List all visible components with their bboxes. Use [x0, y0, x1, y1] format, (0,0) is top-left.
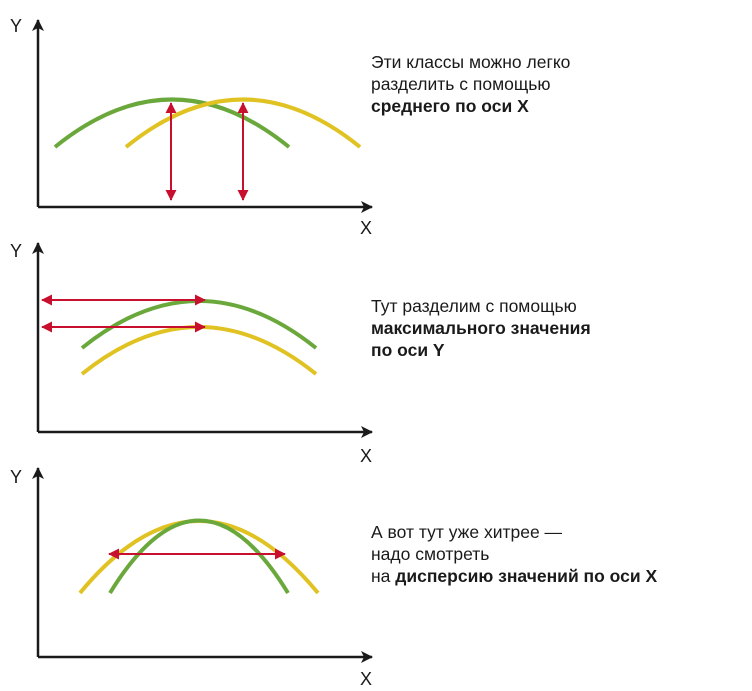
panel-1-green-curve: [53, 97, 291, 149]
caption-bold: максимального значения: [371, 318, 591, 338]
panel-1-caption-line-3: среднего по оси X: [371, 95, 570, 117]
caption-plain: Эти классы можно легко: [371, 52, 571, 72]
panel-2-y-label: Y: [10, 241, 22, 261]
panel-1-y-label: Y: [10, 16, 22, 36]
caption-bold: среднего по оси X: [371, 96, 529, 116]
panel-2-green-curve: [80, 299, 318, 350]
panel-2-caption-line-3: по оси Y: [371, 339, 591, 361]
panel-3-caption-line-1: А вот тут уже хитрее —: [371, 521, 657, 543]
caption-plain: Тут разделим с помощью: [371, 296, 577, 316]
panel-3-y-label: Y: [10, 467, 22, 487]
caption-plain: надо смотреть: [371, 544, 490, 564]
panel-3-x-label: X: [360, 669, 372, 689]
panel-2-caption-line-1: Тут разделим с помощью: [371, 295, 591, 317]
panel-1-x-label: X: [360, 218, 372, 238]
panel-2-caption: Тут разделим с помощью максимального зна…: [371, 295, 591, 361]
panel-3-green-curve: [108, 518, 290, 595]
panel-3: Y X: [10, 467, 373, 689]
caption-bold: по оси Y: [371, 340, 445, 360]
panel-1-yellow-curve: [124, 97, 362, 149]
caption-bold: дисперсию значений по оси X: [395, 566, 658, 586]
panel-1-caption-line-2: разделить с помощью: [371, 73, 570, 95]
panel-1-caption: Эти классы можно легко разделить с помощ…: [371, 51, 570, 117]
panel-2-caption-line-2: максимального значения: [371, 317, 591, 339]
caption-plain: А вот тут уже хитрее —: [371, 522, 563, 542]
panel-3-caption: А вот тут уже хитрее — надо смотреть на …: [371, 521, 657, 587]
caption-plain: на: [371, 566, 396, 586]
panel-3-caption-line-3: на дисперсию значений по оси X: [371, 565, 657, 587]
panel-1-caption-line-1: Эти классы можно легко: [371, 51, 570, 73]
panel-2-yellow-curve: [80, 325, 318, 376]
panel-3-caption-line-2: надо смотреть: [371, 543, 657, 565]
panel-2: Y X: [10, 241, 373, 466]
caption-plain: разделить с помощью: [371, 74, 551, 94]
panel-2-x-label: X: [360, 446, 372, 466]
panel-1: Y X: [10, 16, 373, 238]
